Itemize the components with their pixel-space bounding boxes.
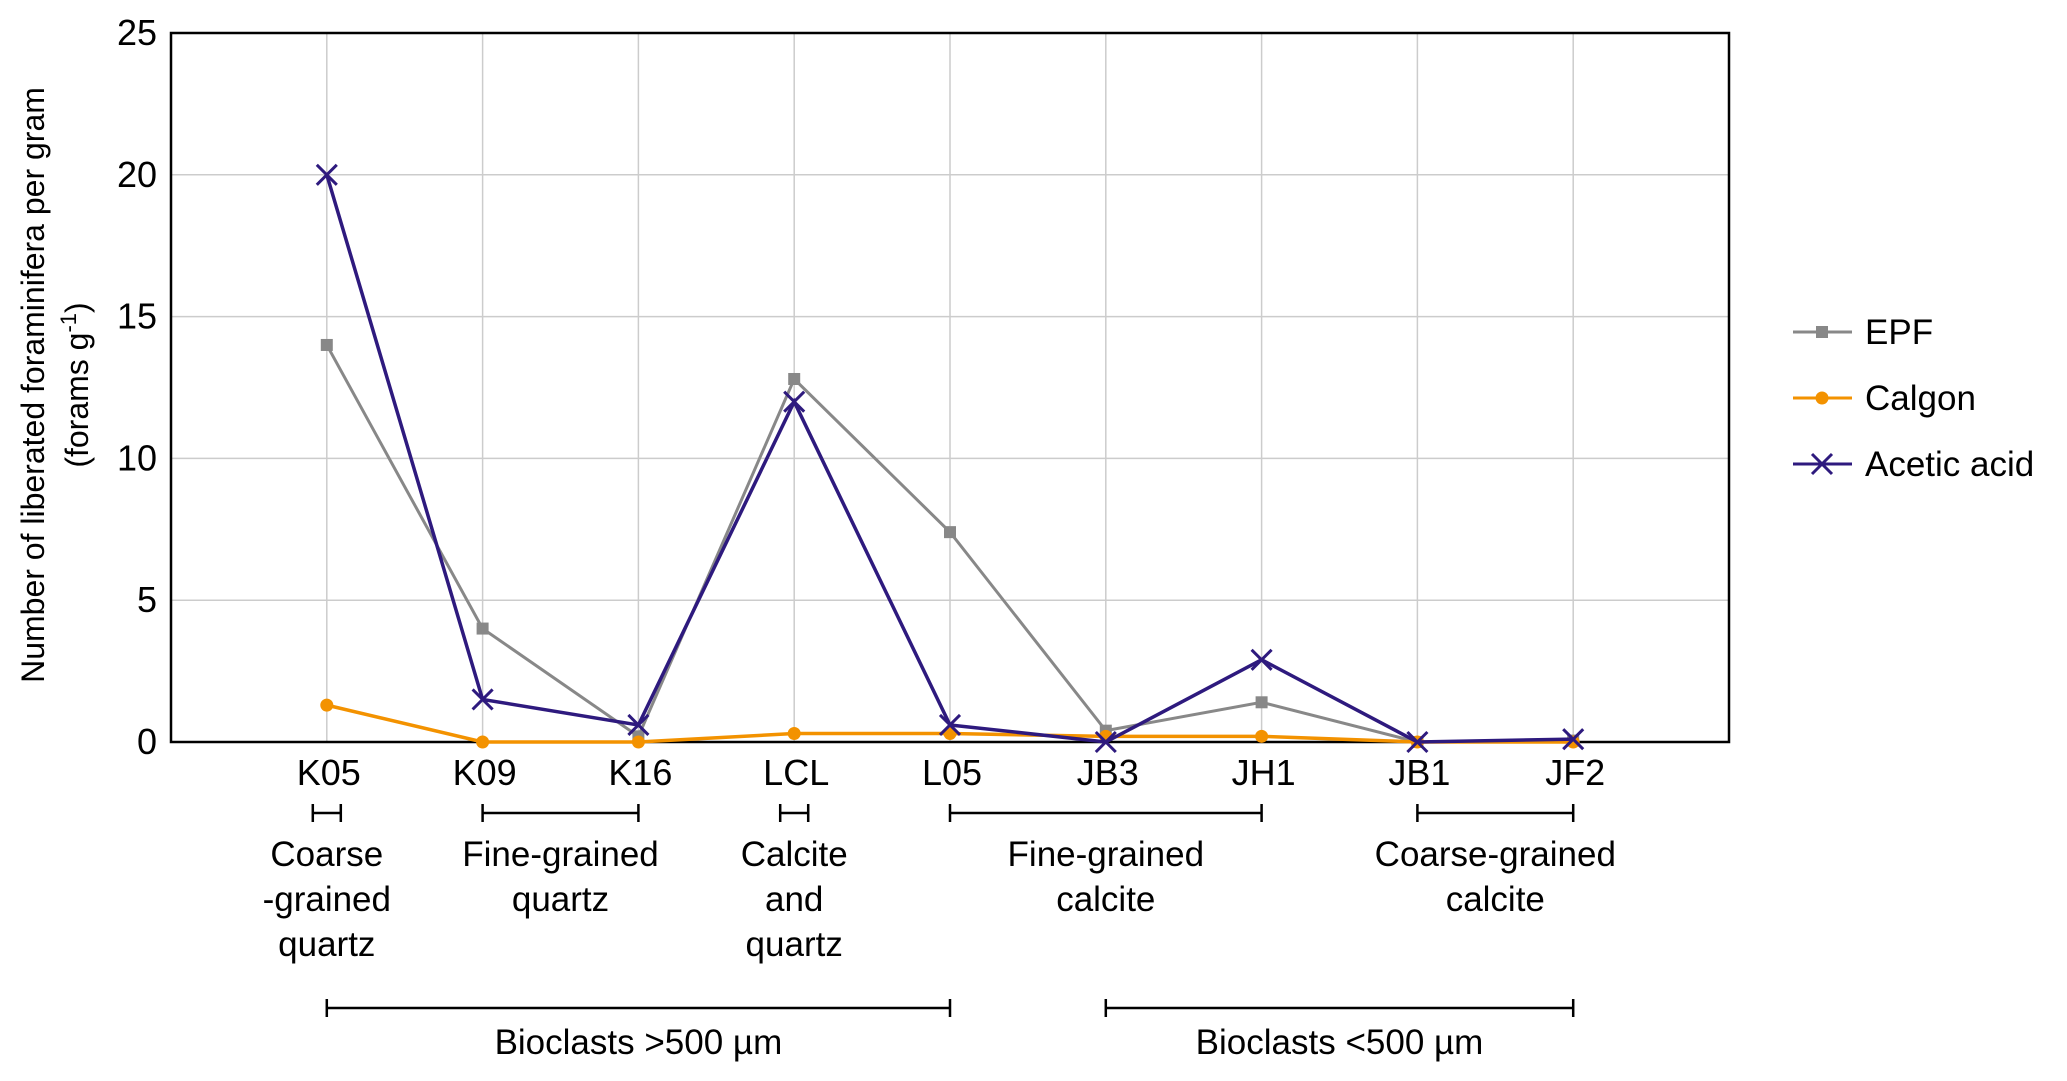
x-tick-label: JB1 (1388, 752, 1450, 793)
legend-item: EPF (1793, 313, 1933, 352)
x-tick-label: JH1 (1232, 752, 1296, 793)
data-point-square (1816, 326, 1828, 338)
group-label: calcite (1446, 880, 1545, 919)
legend-item: Acetic acid (1793, 445, 2034, 484)
y-axis-units-text: (forams g (59, 333, 95, 468)
group-bracket (778, 804, 810, 822)
legend-item: Calgon (1793, 379, 1976, 418)
data-point-square (1255, 696, 1268, 709)
data-point-square (944, 526, 956, 539)
group-brackets: Coarse-grainedquartzFine-grainedquartzCa… (263, 804, 1616, 1062)
group-label: and (765, 880, 823, 919)
group-bracket (481, 804, 640, 822)
y-tick-label: 0 (137, 721, 157, 762)
y-axis-label: Number of liberated foraminifera per gra… (15, 87, 51, 683)
supergroup-bracket (325, 999, 952, 1017)
y-axis-ticks: 0 5 10 15 20 25 (117, 12, 157, 762)
data-point-square (320, 338, 333, 351)
group-label: Coarse (270, 835, 383, 874)
data-point-x (1406, 730, 1429, 754)
data-point-square (788, 372, 801, 385)
legend: EPF Calgon Acetic acid (1793, 313, 2034, 484)
grid (171, 32, 1729, 743)
group-label: Fine-grained (1008, 835, 1205, 874)
data-point-x (938, 713, 962, 737)
group-bracket (948, 804, 1263, 822)
y-tick-label: 10 (117, 437, 157, 478)
group-label: Fine-grained (462, 835, 659, 874)
group-label: Calcite (741, 835, 848, 874)
y-axis-label-units: (forams g-1) (56, 302, 95, 467)
data-point-x (1094, 730, 1117, 754)
data-point-x (783, 390, 806, 413)
legend-label: Calgon (1865, 379, 1976, 418)
supergroup-label: Bioclasts <500 µm (1196, 1023, 1484, 1062)
y-tick-label: 20 (117, 154, 157, 195)
x-tick-label: K05 (297, 752, 361, 793)
group-bracket (1416, 804, 1575, 822)
legend-label: Acetic acid (1865, 445, 2034, 484)
data-point-circle (476, 735, 490, 749)
x-tick-label: L05 (922, 752, 982, 793)
data-point-x (471, 688, 494, 711)
supergroup-label: Bioclasts >500 µm (495, 1023, 783, 1062)
legend-label: EPF (1865, 313, 1933, 352)
data-point-circle (631, 735, 645, 749)
data-point-x (1250, 648, 1273, 671)
data-point-circle (1255, 729, 1269, 743)
series-layer (315, 163, 1585, 754)
data-point-square (476, 622, 489, 635)
x-tick-label: JB3 (1077, 752, 1139, 793)
group-bracket (311, 804, 343, 822)
data-point-circle (787, 726, 801, 740)
x-tick-label: K09 (453, 752, 517, 793)
data-point-circle (1815, 391, 1829, 405)
y-axis-units-sup: -1 (56, 313, 81, 333)
group-label: -grained (263, 880, 391, 919)
group-label: quartz (512, 880, 609, 919)
data-point-circle (320, 698, 334, 712)
data-point-x (627, 713, 650, 737)
y-tick-label: 25 (117, 12, 157, 53)
y-tick-label: 5 (137, 579, 157, 620)
series-acetic-acid (315, 163, 1585, 754)
x-tick-label: JF2 (1545, 752, 1605, 793)
y-tick-label: 15 (117, 296, 157, 337)
data-point-x (1562, 728, 1585, 751)
group-label: calcite (1056, 880, 1155, 919)
x-tick-label: K16 (608, 752, 672, 793)
data-point-x (1810, 452, 1834, 476)
group-label: quartz (746, 925, 843, 964)
group-label: Coarse-grained (1375, 835, 1616, 874)
data-point-x (315, 163, 338, 186)
y-axis-units-close: ) (59, 302, 95, 313)
plot-frame (169, 31, 1731, 744)
x-tick-label: LCL (763, 752, 829, 793)
supergroup-bracket (1104, 999, 1575, 1017)
group-label: quartz (278, 925, 375, 964)
x-axis-ticks: K05 K09 K16 LCL L05 JB3 JH1 JB1 JF2 (297, 752, 1605, 793)
